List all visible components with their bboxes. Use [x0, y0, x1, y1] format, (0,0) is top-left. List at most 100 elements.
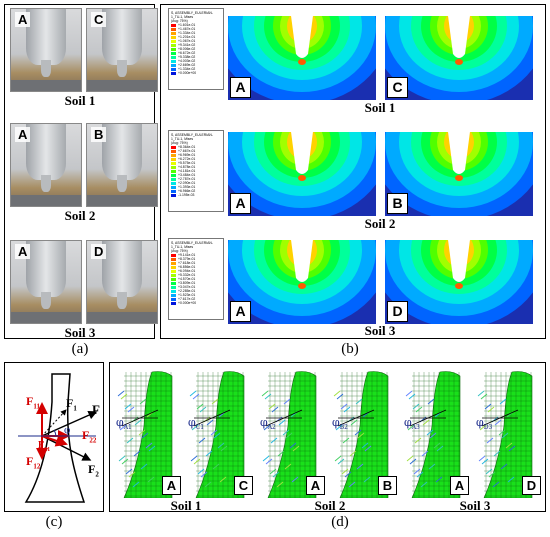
legend-entry: +1.067e-01: [171, 39, 221, 43]
legend-value: +3.047e-01: [178, 285, 196, 289]
photo-case-letter: A: [15, 244, 31, 259]
legend-value: +1.334e-02: [178, 67, 196, 71]
legend-value: +3.484e-01: [178, 173, 196, 177]
legend-entry: +3.047e-01: [171, 285, 221, 289]
fem-case-letter: D: [387, 301, 408, 322]
experiment-photo: B: [86, 123, 158, 207]
fem-case-letter: A: [230, 77, 251, 98]
legend-value: +5.575e-01: [178, 161, 196, 165]
legend-entry: +5.575e-01: [171, 161, 221, 165]
experiment-photo: A: [10, 240, 82, 324]
legend-entry: +8.379e-01: [171, 257, 221, 261]
panel-a-soil-2-caption: Soil 2: [64, 208, 96, 223]
velocity-angle-label: φD3: [476, 416, 493, 432]
legend-swatch: [171, 39, 176, 43]
legend-entry: +6.094e-01: [171, 269, 221, 273]
legend-value: +6.966e-02: [178, 189, 196, 193]
fem-stress-contour: A: [228, 124, 376, 216]
legend-value: +2.285e-01: [178, 289, 196, 293]
legend-value: +1.523e-01: [178, 293, 196, 297]
fem-stress-contour: C: [385, 8, 533, 100]
panel-a-label: (a): [71, 341, 89, 357]
legend-entry: +7.618e-01: [171, 261, 221, 265]
force-diagram: [18, 373, 98, 503]
panel-c-label: (c): [45, 514, 63, 530]
legend-swatch: [171, 63, 176, 67]
velocity-field-plot: [189, 371, 245, 498]
force-label-phi: φ: [64, 424, 71, 436]
panel-d-soil-2-caption: Soil 2: [314, 498, 346, 513]
legend-entry: +6.672e-02: [171, 51, 221, 55]
legend-average-note: (Avg: 75%): [171, 141, 188, 145]
legend-entry: +2.285e-01: [171, 289, 221, 293]
legend-value: -1.195e-03: [178, 193, 195, 197]
legend-entry: +4.570e-01: [171, 277, 221, 281]
legend-entry: +8.364e-01: [171, 145, 221, 149]
legend-swatch: [171, 297, 176, 301]
legend-swatch: [171, 59, 176, 63]
experiment-photo: A: [10, 8, 82, 92]
legend-entry: +7.667e-01: [171, 149, 221, 153]
stress-legend: S, ASSEMBLY_EULERIAN-1_TU-1, Mises (Avg: …: [168, 130, 224, 212]
legend-swatch: [171, 281, 176, 285]
legend-swatch: [171, 55, 176, 59]
force-label-F: F: [92, 402, 100, 417]
legend-title: S, ASSEMBLY_EULERIAN-1_TU-1, Mises: [171, 11, 213, 19]
legend-entry: +6.969e-01: [171, 153, 221, 157]
force-label-F2: F2: [88, 462, 99, 479]
legend-value: +6.672e-02: [178, 51, 196, 55]
experiment-photo: C: [86, 8, 158, 92]
velocity-case-letter: C: [234, 476, 253, 495]
legend-value: +1.334e-01: [178, 31, 196, 35]
legend-entry: +1.201e-01: [171, 35, 221, 39]
legend-entry: +1.601e-01: [171, 23, 221, 27]
legend-value: +1.067e-01: [178, 39, 196, 43]
legend-entry: +2.090e-01: [171, 181, 221, 185]
velocity-case-letter: D: [522, 476, 541, 495]
legend-entry: +1.467e-01: [171, 27, 221, 31]
velocity-angle-label: φC1: [188, 416, 205, 432]
fem-stress-contour: D: [385, 232, 533, 324]
fem-case-letter: C: [387, 77, 408, 98]
force-label-F21: F21: [38, 440, 51, 453]
legend-swatch: [171, 261, 176, 265]
experiment-photo: D: [86, 240, 158, 324]
legend-entry: +8.006e-02: [171, 47, 221, 51]
stress-legend: S, ASSEMBLY_EULERIAN-1_TU-1, Mises (Avg: …: [168, 238, 224, 320]
legend-swatch: [171, 293, 176, 297]
velocity-field-plot: [405, 371, 461, 498]
velocity-case-letter: B: [378, 476, 397, 495]
stress-legend: S, ASSEMBLY_EULERIAN-1_TU-1, Mises (Avg: …: [168, 8, 224, 90]
legend-value: +8.006e-02: [178, 47, 196, 51]
legend-entry: +6.856e-01: [171, 265, 221, 269]
photo-case-letter: A: [15, 12, 31, 27]
legend-title: S, ASSEMBLY_EULERIAN-1_TU-1, Mises: [171, 241, 213, 249]
velocity-field-plot: [477, 371, 533, 498]
legend-swatch: [171, 177, 176, 181]
force-label-F11: F11: [26, 394, 40, 411]
legend-entry: +4.181e-01: [171, 169, 221, 173]
legend-entry: +2.787e-01: [171, 177, 221, 181]
legend-swatch: [171, 301, 176, 305]
legend-entry: +3.484e-01: [171, 173, 221, 177]
legend-swatch: [171, 157, 176, 161]
legend-swatch: [171, 189, 176, 193]
legend-swatch: [171, 51, 176, 55]
legend-swatch: [171, 185, 176, 189]
legend-value: +4.181e-01: [178, 169, 196, 173]
tool-tip-outline: [24, 373, 86, 503]
legend-entry: +1.523e-01: [171, 293, 221, 297]
fem-case-letter: A: [230, 301, 251, 322]
legend-value: +2.669e-02: [178, 63, 196, 67]
legend-swatch: [171, 269, 176, 273]
panel-b-soil-1-caption: Soil 1: [364, 100, 396, 115]
legend-value: +0.000e+00: [178, 71, 197, 75]
velocity-case-letter: A: [450, 476, 469, 495]
panel-a-soil-1-caption: Soil 1: [64, 93, 96, 108]
force-label-F22: F22: [82, 428, 97, 445]
legend-value: +3.809e-01: [178, 281, 196, 285]
legend-value: +1.467e-01: [178, 27, 196, 31]
panel-a-soil-3-caption: Soil 3: [64, 325, 96, 340]
panel-b-soil-2-caption: Soil 2: [364, 216, 396, 231]
panel-d-soil-1-caption: Soil 1: [170, 498, 202, 513]
